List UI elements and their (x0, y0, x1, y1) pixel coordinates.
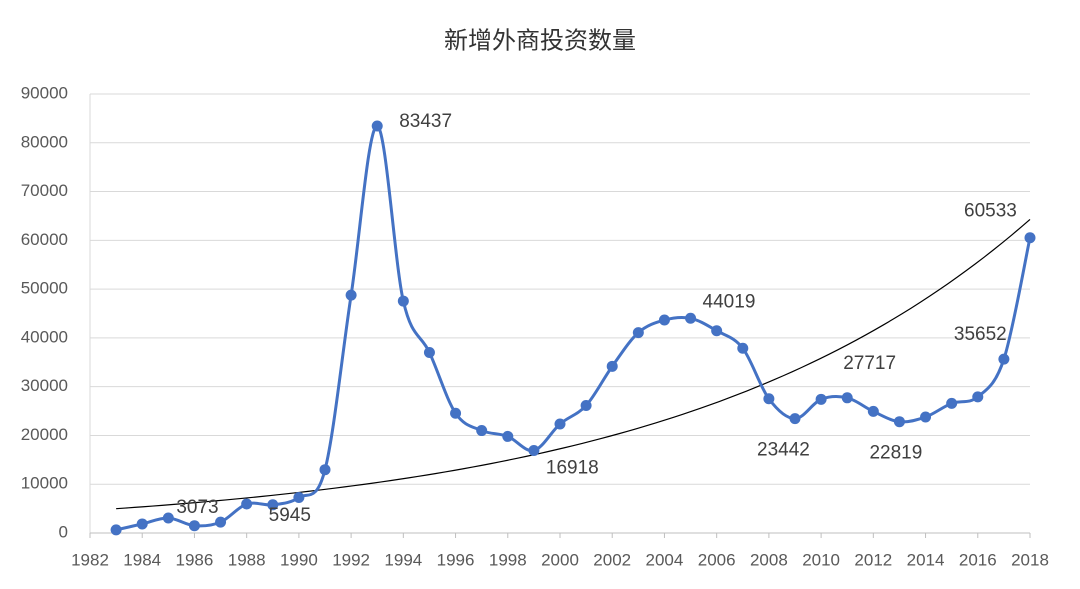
data-label: 5945 (269, 505, 311, 526)
x-tick-label: 1994 (384, 550, 422, 569)
data-point (606, 360, 618, 372)
data-point (841, 392, 853, 404)
y-tick-label: 40000 (21, 327, 68, 346)
data-point (737, 342, 749, 354)
x-tick-label: 1990 (280, 550, 318, 569)
x-tick-label: 1998 (489, 550, 527, 569)
chart-title: 新增外商投资数量 (444, 27, 636, 54)
data-label: 16918 (546, 457, 599, 478)
data-label: 60533 (964, 201, 1017, 222)
data-point (397, 295, 409, 307)
data-point (1024, 232, 1036, 244)
x-tick-label: 2016 (959, 550, 997, 569)
data-point (972, 391, 984, 403)
y-tick-label: 70000 (21, 181, 68, 200)
data-point (423, 346, 435, 358)
x-tick-label: 2018 (1011, 550, 1049, 569)
x-tick-label: 1984 (123, 550, 161, 569)
x-tick-label: 2008 (750, 550, 788, 569)
data-point (528, 444, 540, 456)
data-point (867, 405, 879, 417)
data-point (685, 312, 697, 324)
y-tick-label: 90000 (21, 83, 68, 102)
x-tick-label: 2014 (907, 550, 945, 569)
data-point (580, 399, 592, 411)
data-point (450, 407, 462, 419)
y-tick-label: 80000 (21, 132, 68, 151)
data-point (110, 524, 122, 536)
y-tick-label: 10000 (21, 474, 68, 493)
data-point (946, 397, 958, 409)
data-point (711, 325, 723, 337)
data-point (998, 353, 1010, 365)
data-point (763, 393, 775, 405)
data-label: 44019 (703, 291, 756, 312)
x-tick-label: 2000 (541, 550, 579, 569)
x-tick-label: 1986 (176, 550, 214, 569)
x-tick-label: 1988 (228, 550, 266, 569)
data-point (267, 499, 279, 511)
x-tick-label: 1996 (437, 550, 475, 569)
data-label: 3073 (176, 497, 218, 518)
data-point (815, 393, 827, 405)
data-point (476, 425, 488, 437)
data-label: 35652 (954, 324, 1007, 345)
data-label: 22819 (869, 443, 922, 464)
data-point (345, 289, 357, 301)
data-point (502, 430, 514, 442)
data-point (789, 413, 801, 425)
x-tick-label: 1982 (71, 550, 109, 569)
data-point (632, 327, 644, 339)
data-point (658, 314, 670, 326)
x-tick-label: 2006 (698, 550, 736, 569)
data-point (188, 520, 200, 532)
data-label: 27717 (843, 353, 896, 374)
data-point (241, 498, 253, 510)
x-tick-label: 2012 (854, 550, 892, 569)
data-point (893, 416, 905, 428)
data-label: 83437 (399, 111, 452, 132)
x-tick-label: 1992 (332, 550, 370, 569)
y-tick-label: 30000 (21, 376, 68, 395)
data-point (371, 120, 383, 132)
data-point (554, 418, 566, 430)
y-tick-label: 60000 (21, 230, 68, 249)
data-point (293, 492, 305, 504)
data-point (136, 518, 148, 530)
data-point (215, 516, 227, 528)
trendline (116, 218, 1031, 510)
y-tick-label: 50000 (21, 279, 68, 298)
x-tick-label: 2004 (646, 550, 684, 569)
x-tick-label: 2010 (802, 550, 840, 569)
data-point (920, 411, 932, 423)
y-tick-label: 0 (59, 522, 68, 541)
y-tick-label: 20000 (21, 425, 68, 444)
data-point (319, 464, 331, 476)
data-label: 23442 (757, 440, 810, 461)
x-tick-label: 2002 (593, 550, 631, 569)
data-point (162, 512, 174, 524)
